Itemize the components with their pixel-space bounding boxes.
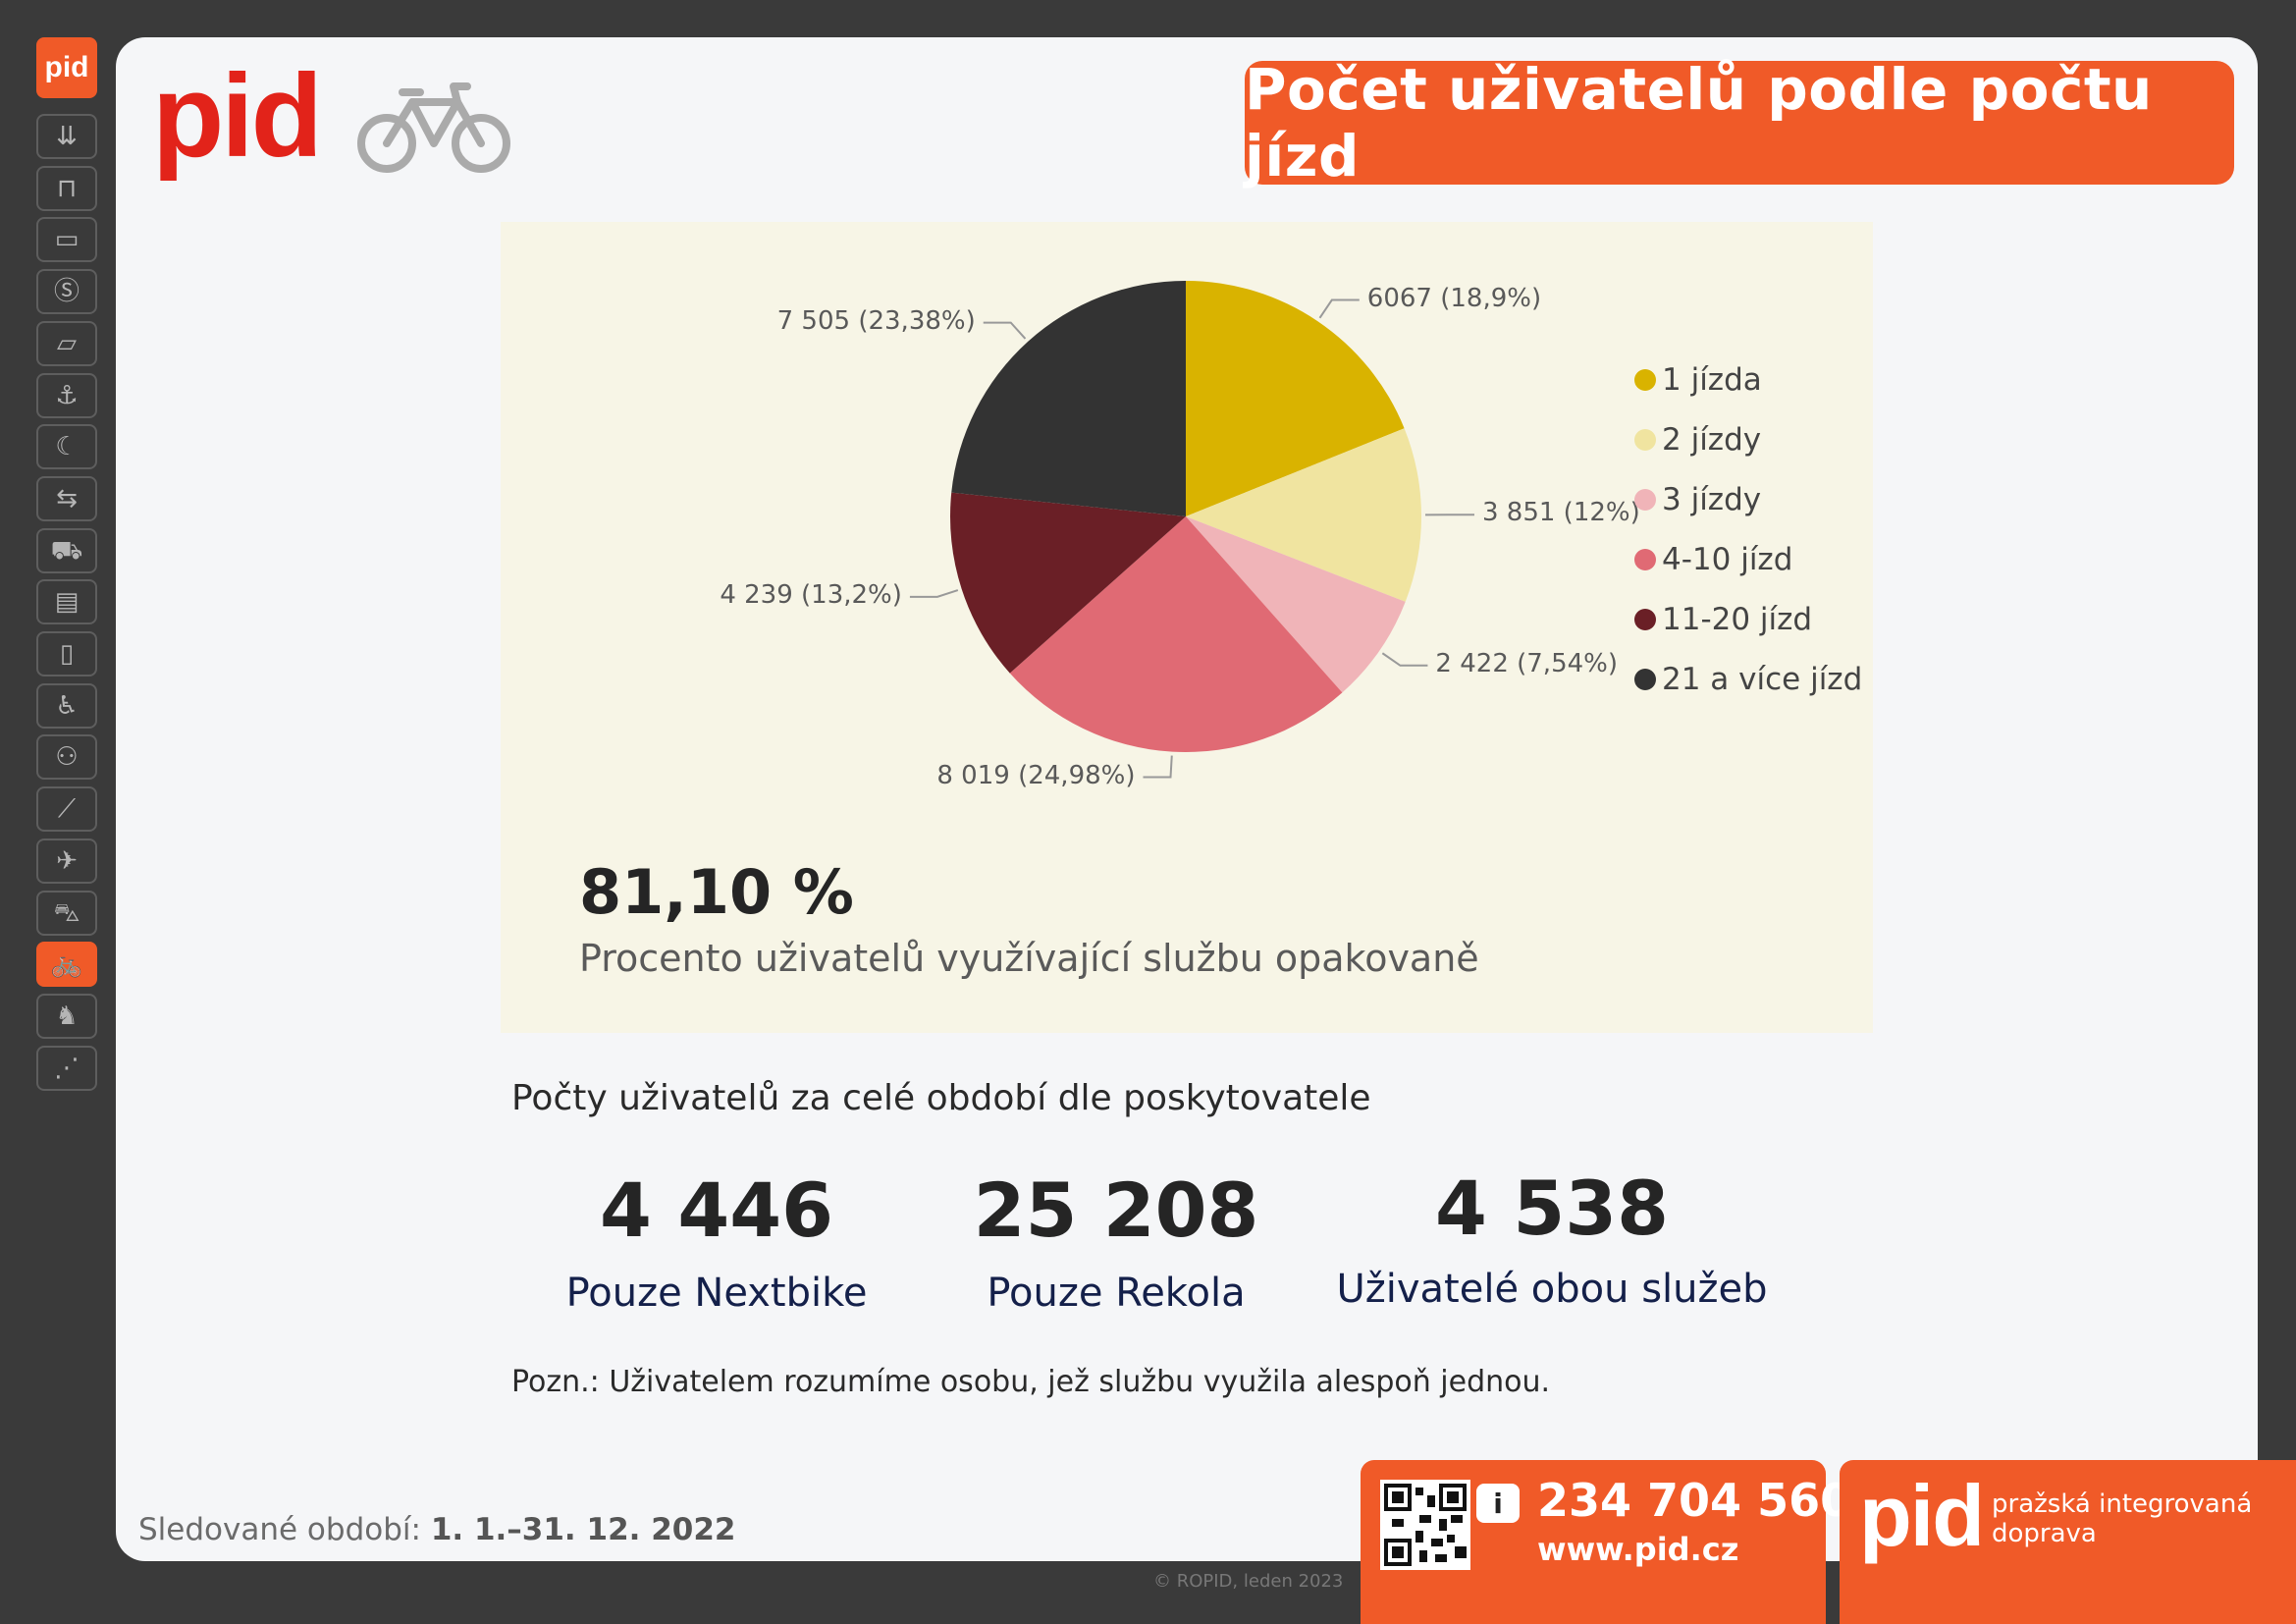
footer-tagline: pražská integrovaná doprava: [1992, 1489, 2253, 1548]
pie-leader-line: [1381, 652, 1428, 667]
qr-code-icon[interactable]: [1380, 1480, 1470, 1570]
period-value: 1. 1.–31. 12. 2022: [430, 1512, 736, 1547]
funicular-icon[interactable]: ▱: [36, 320, 97, 366]
pie-chart: [909, 281, 1474, 779]
dog-icon[interactable]: ♞: [36, 993, 97, 1039]
family-icon[interactable]: ⚇: [36, 734, 97, 781]
escalator-icon[interactable]: ⟋: [36, 786, 97, 833]
stroller-icon[interactable]: ⛍: [36, 890, 97, 936]
footer-contact: i 234 704 560 www.pid.cz: [1361, 1460, 1851, 1624]
phone-number[interactable]: 234 704 560: [1537, 1474, 1852, 1527]
footer-pid-logo: pid: [1859, 1467, 1985, 1564]
stat-rekola-value: 25 208: [973, 1166, 1259, 1254]
pid-logo: pid: [152, 50, 323, 182]
main-card: pid Počet uživatelů podle počtu jízd 606…: [116, 37, 2258, 1561]
train-icon[interactable]: Ⓢ: [36, 269, 97, 315]
legend-label: 11-20 jízd: [1662, 601, 1813, 637]
chart-panel: 6067 (18,9%) 3 851 (12%) 2 422 (7,54%) 8 01…: [501, 222, 1873, 1033]
ferry-icon[interactable]: ⚓: [36, 372, 97, 418]
providers-title: Počty uživatelů za celé období dle posky…: [511, 1078, 1371, 1118]
legend-item: 11-20 jízd: [1634, 589, 1862, 649]
transfer-icon[interactable]: ⇆: [36, 475, 97, 521]
legend-swatch: [1634, 368, 1656, 391]
legend-label: 1 jízda: [1662, 361, 1762, 398]
wheelchair-icon[interactable]: ♿: [36, 682, 97, 729]
pie-slice: [1186, 516, 1406, 693]
bicycle-icon[interactable]: 🚲: [36, 942, 97, 988]
legend-item: 4-10 jízd: [1634, 529, 1862, 589]
tram-icon[interactable]: ⊓: [36, 165, 97, 211]
bicycle-logo-icon: [357, 82, 510, 173]
legend-swatch: [1634, 668, 1656, 690]
pie-slice: [1009, 516, 1343, 752]
bus-icon[interactable]: ▭: [36, 217, 97, 263]
legend-label: 4-10 jízd: [1662, 541, 1793, 577]
stat-both-value: 4 538: [1435, 1164, 1669, 1252]
mobile-icon[interactable]: ▯: [36, 631, 97, 677]
pie-leader-line: [1318, 298, 1360, 319]
stat-both-label: Uživatelé obou služeb: [1336, 1267, 1768, 1312]
pie-leader-line: [909, 589, 959, 598]
pie-slice-label: 7 505 (23,38%): [776, 305, 976, 336]
ticket-icon[interactable]: ▤: [36, 579, 97, 625]
pie-slice: [951, 281, 1186, 516]
airplane-icon[interactable]: ✈: [36, 838, 97, 884]
legend-swatch: [1634, 428, 1656, 451]
pie-slice-label: 8 019 (24,98%): [936, 760, 1136, 790]
legend-label: 2 jízdy: [1662, 421, 1762, 458]
period-text: Sledované období: 1. 1.–31. 12. 2022: [138, 1512, 736, 1547]
pie-leader-line: [983, 321, 1027, 340]
sidebar-logo[interactable]: pid: [36, 37, 97, 98]
sidebar: pid ⇊ ⊓ ▭ Ⓢ ▱ ⚓ ☾ ⇆ ⛟ ▤ ▯ ♿ ⚇ ⟋ ✈ ⛍ 🚲 ♞ ⋰: [0, 0, 118, 1624]
legend-swatch: [1634, 488, 1656, 511]
info-icon: i: [1476, 1484, 1520, 1523]
legend-item: 3 jízdy: [1634, 469, 1862, 529]
legend-label: 21 a více jízd: [1662, 661, 1863, 697]
pie-slice-label: 3 851 (12%): [1481, 498, 1640, 528]
night-icon[interactable]: ☾: [36, 424, 97, 470]
page-title: Počet uživatelů podle počtu jízd: [1245, 56, 2234, 189]
legend-item: 2 jízdy: [1634, 409, 1862, 469]
period-label: Sledované období:: [138, 1512, 421, 1547]
pie-slice-label: 4 239 (13,2%): [720, 579, 902, 610]
website-link[interactable]: www.pid.cz: [1537, 1531, 1739, 1568]
pie-slice: [1186, 281, 1405, 516]
footer-brand: pid pražská integrovaná doprava: [1840, 1460, 2296, 1624]
parking-icon[interactable]: ⛟: [36, 527, 97, 573]
pie-slice: [950, 492, 1186, 674]
metro-icon[interactable]: ⇊: [36, 114, 97, 159]
pie-slice-label: 2 422 (7,54%): [1435, 648, 1619, 678]
chart-legend: 1 jízda 2 jízdy 3 jízdy 4-10 jízd 11-20 jízd…: [1634, 350, 1862, 709]
pie-leader-line: [1143, 755, 1173, 779]
legend-swatch: [1634, 608, 1656, 630]
legend-item: 21 a více jízd: [1634, 649, 1862, 709]
legend-label: 3 jízdy: [1662, 481, 1762, 517]
pie-slice: [1186, 428, 1421, 602]
footsteps-icon[interactable]: ⋰: [36, 1045, 97, 1091]
legend-swatch: [1634, 548, 1656, 570]
repeat-users-percent: 81,10 %: [579, 856, 854, 928]
stat-nextbike-label: Pouze Nextbike: [565, 1271, 868, 1316]
pie-slice-label: 6067 (18,9%): [1366, 283, 1542, 313]
note-text: Pozn.: Uživatelem rozumíme osobu, jež sl…: [511, 1365, 1551, 1399]
copyright: © ROPID, leden 2023: [1153, 1571, 1344, 1592]
stat-rekola-label: Pouze Rekola: [987, 1271, 1246, 1316]
stat-nextbike-value: 4 446: [600, 1166, 833, 1254]
legend-item: 1 jízda: [1634, 350, 1862, 409]
repeat-users-label: Procento uživatelů využívající službu op…: [579, 937, 1479, 980]
